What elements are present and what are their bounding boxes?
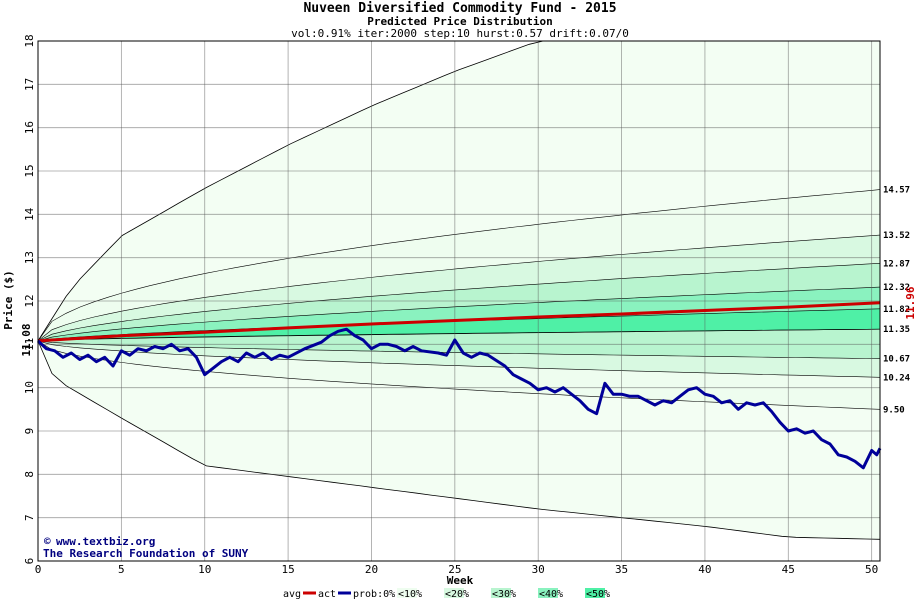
legend-band-swatch (491, 588, 511, 598)
start-price-label: 11.08 (20, 323, 33, 356)
band-edge-line (37, 328, 881, 342)
x-tick-label: 50 (865, 563, 878, 576)
x-tick-label: 20 (365, 563, 378, 576)
band-end-label: 9.50 (883, 405, 905, 415)
chart-subtitle: Predicted Price Distribution (367, 15, 552, 28)
credit-url: www.textbiz.org (56, 535, 155, 548)
legend-band-label: <40% (539, 589, 563, 600)
legend-act-label: act (318, 589, 336, 600)
series-line-act (36, 327, 882, 470)
y-tick-label: 17 (23, 78, 36, 91)
band-end-label: 11.82 (883, 305, 910, 315)
band-end-label: 10.67 (883, 355, 910, 365)
band-end-label: 13.52 (883, 231, 910, 241)
legend-band-swatch (538, 588, 558, 598)
band-5 (38, 308, 880, 341)
y-tick-label: 14 (23, 207, 36, 221)
y-tick-label: 18 (23, 34, 36, 47)
legend: avg act prob:0% <10% <20% <30% <40% <50% (283, 588, 610, 600)
y-tick-label: 16 (23, 121, 36, 134)
chart-title: Nuveen Diversified Commodity Fund - 2015 (303, 1, 616, 16)
band-end-label: 10.24 (883, 373, 911, 383)
x-tick-label: 35 (615, 563, 628, 576)
series-line-avg (37, 301, 881, 343)
x-axis-ticks: 0 5 10 15 20 25 30 35 40 45 50 (35, 563, 879, 576)
y-axis-ticks: 6 7 8 9 10 11 12 13 14 15 16 17 18 (23, 34, 36, 564)
band-end-label: 14.57 (883, 186, 910, 196)
legend-band-label: <30% (492, 589, 516, 600)
avg-end-price-label: 11.96 (904, 286, 917, 319)
x-tick-label: 15 (281, 563, 294, 576)
x-tick-label: 0 (35, 563, 42, 576)
y-tick-label: 11 (23, 338, 36, 351)
legend-band-label: <10% (398, 589, 422, 600)
y-tick-label: 8 (23, 471, 36, 478)
legend-band-label: <20% (445, 589, 469, 600)
y-tick-label: 9 (23, 428, 36, 435)
legend-band-label: <50% (586, 589, 610, 600)
band-edge-line (37, 340, 881, 410)
x-tick-label: 25 (448, 563, 461, 576)
y-tick-label: 10 (23, 381, 36, 394)
credit-org: The Research Foundation of SUNY (43, 547, 249, 560)
band-end-label: 11.35 (883, 325, 910, 335)
band-end-label: 12.87 (883, 259, 910, 269)
y-tick-label: 15 (23, 164, 36, 177)
probability-bands (38, 41, 880, 540)
y-axis-label: Price ($) (2, 270, 15, 330)
y-tick-label: 13 (23, 251, 36, 264)
series-lines (36, 301, 882, 470)
legend-prob-label: prob:0% (353, 589, 395, 600)
band-edge-line (37, 263, 881, 342)
legend-avg-label: avg (283, 589, 301, 600)
band-edge-line (37, 286, 881, 342)
credits: © www.textbiz.org The Research Foundatio… (43, 535, 249, 560)
y-tick-label: 7 (23, 514, 36, 521)
plot-border (37, 40, 881, 562)
x-axis-label: Week (447, 574, 474, 587)
y-tick-label: 12 (23, 294, 36, 307)
credit-copyright-icon: © (44, 535, 51, 548)
chart-params: vol:0.91% iter:2000 step:10 hurst:0.57 d… (291, 27, 629, 40)
envelope-lower-line (37, 340, 881, 540)
band-edge-line (37, 340, 881, 359)
band-end-label: 12.32 (883, 283, 910, 293)
legend-band-swatch (397, 588, 417, 598)
right-band-labels: 14.57 13.52 12.87 12.32 11.82 11.35 10.67 10.24… (883, 186, 911, 416)
x-tick-label: 10 (198, 563, 211, 576)
x-tick-label: 45 (782, 563, 795, 576)
band-edge-line (37, 340, 881, 378)
x-tick-label: 40 (698, 563, 711, 576)
legend-band-swatch (585, 588, 605, 598)
x-tick-label: 30 (532, 563, 545, 576)
x-tick-label: 5 (118, 563, 125, 576)
y-tick-label: 6 (23, 558, 36, 565)
band-edge-line (37, 189, 881, 342)
legend-band-swatch (444, 588, 464, 598)
plot-frame (37, 40, 881, 562)
